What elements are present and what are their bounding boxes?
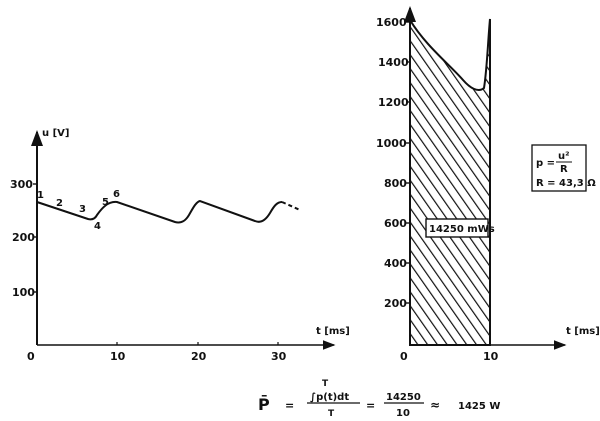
integral-upper: T [322,379,329,389]
y-tick-300: 300 [10,178,33,191]
power-y-tick-1600: 1600 [376,16,407,29]
power-origin-label: 0 [400,350,408,363]
power-area [409,16,491,346]
resistance-value: R = 43,3 Ω [536,178,596,189]
approx-sign: ≈ [430,398,440,412]
y-tick-100: 100 [12,286,35,299]
power-y-tick-600: 600 [384,217,407,230]
power-y-tick-1200: 1200 [378,96,409,109]
x-tick-20: 20 [191,350,207,363]
voltage-curve [36,199,283,224]
y-tick-200: 200 [12,231,35,244]
p-denominator: R [560,164,568,175]
p-numerator: u² [558,151,570,162]
power-x-axis-label: t [ms] [566,326,600,337]
equals-1: = [285,399,294,412]
point-label-1: 1 [37,190,44,201]
energy-label: 14250 mWs [429,224,495,235]
power-y-tick-800: 800 [384,177,407,190]
mean-power-symbol: P̄ [258,394,270,414]
voltage-curve-dashed [281,201,301,211]
p-lhs: p = [536,158,555,169]
y-axis-label: u [V] [42,128,69,139]
power-chart: t [ms] 1600 1400 1200 1000 800 600 400 2… [376,6,600,363]
fraction-denominator: 10 [396,408,410,419]
point-label-3: 3 [79,204,86,215]
point-label-2: 2 [56,198,63,209]
power-y-tick-200: 200 [384,297,407,310]
mean-power-formula: P̄ = T ∫p(t)dt T = 14250 10 ≈ 1425 W [258,379,500,419]
origin-label: 0 [27,350,35,363]
power-y-tick-400: 400 [384,257,407,270]
power-y-tick-1000: 1000 [376,137,407,150]
x-axis-label: t [ms] [316,326,350,337]
power-formula-box: p = u² R R = 43,3 Ω [531,144,596,192]
equals-2: = [366,399,375,412]
integral-denominator: T [328,409,335,419]
power-x-tick-10: 10 [483,350,499,363]
voltage-chart: u [V] t [ms] 300 200 100 0 10 20 30 1 2 … [10,128,350,363]
fraction-numerator: 14250 [386,392,421,403]
point-label-6: 6 [113,189,120,200]
mean-power-result: 1425 W [458,401,500,412]
integral-expression: ∫p(t)dt [310,392,349,403]
power-y-tick-1400: 1400 [378,56,409,69]
x-tick-10: 10 [110,350,126,363]
point-label-5: 5 [102,197,109,208]
energy-label-box [425,218,489,238]
point-label-4: 4 [94,221,101,232]
x-tick-30: 30 [271,350,287,363]
